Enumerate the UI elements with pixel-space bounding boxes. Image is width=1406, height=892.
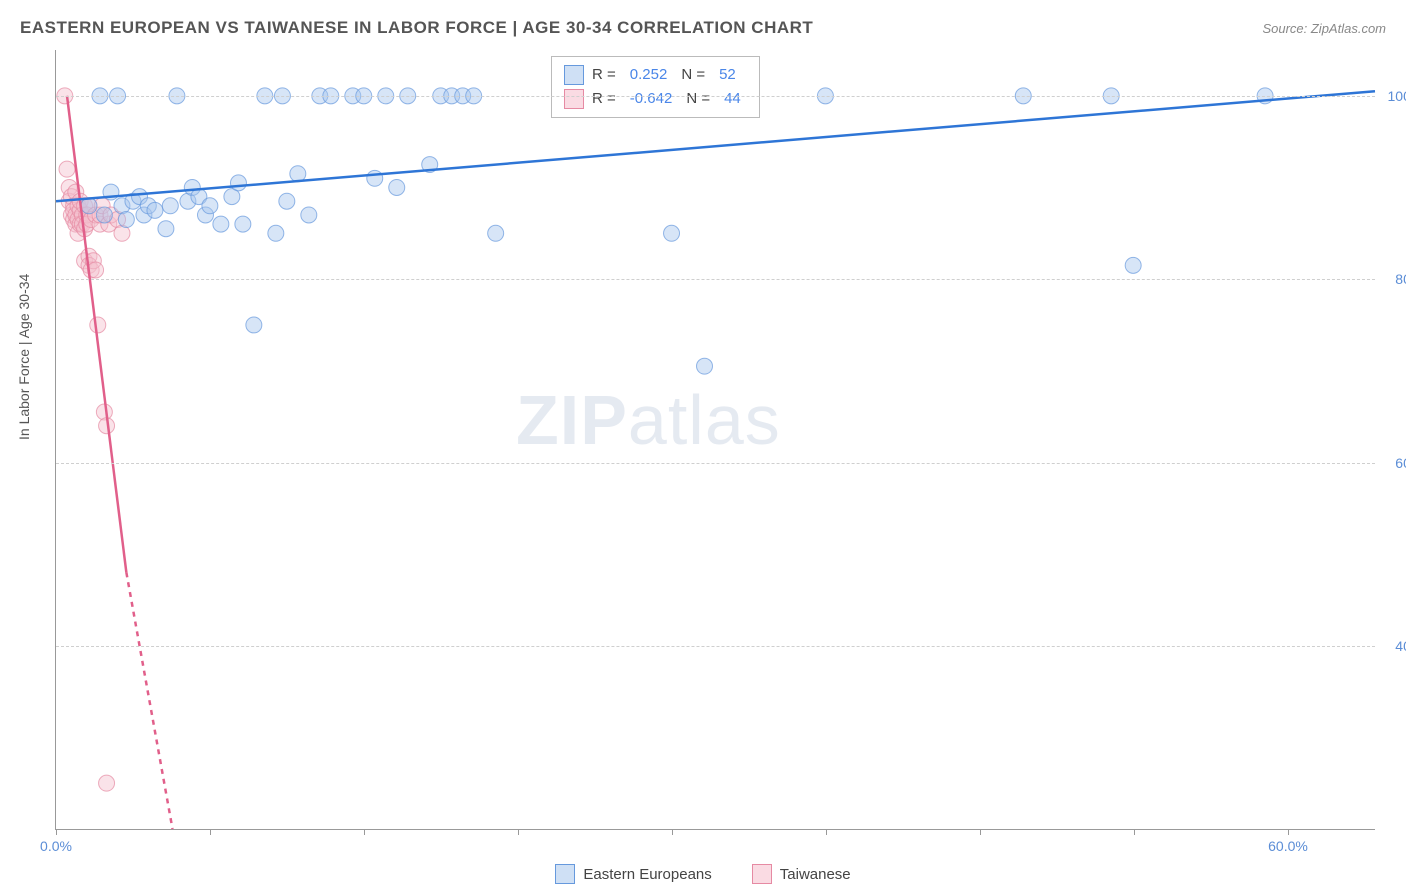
x-tick: [364, 829, 365, 835]
x-tick-label: 60.0%: [1268, 838, 1308, 854]
n-label: N =: [681, 63, 705, 87]
y-axis-label: In Labor Force | Age 30-34: [16, 274, 32, 440]
chart-svg: [56, 50, 1375, 829]
n-value-1: 44: [724, 87, 741, 111]
gridline: [56, 463, 1375, 464]
stats-box: R = 0.252 N = 52 R = -0.642 N = 44: [551, 56, 760, 118]
swatch-series-0: [564, 65, 584, 85]
stats-row-series-0: R = 0.252 N = 52: [564, 63, 747, 87]
y-tick-label: 100.0%: [1388, 88, 1406, 104]
legend-swatch-0: [555, 864, 575, 884]
r-label: R =: [592, 87, 616, 111]
legend-item-1: Taiwanese: [752, 864, 851, 884]
n-label: N =: [686, 87, 710, 111]
legend-swatch-1: [752, 864, 772, 884]
y-tick-label: 60.0%: [1395, 455, 1406, 471]
r-value-1: -0.642: [630, 87, 673, 111]
source-label: Source: ZipAtlas.com: [1262, 21, 1386, 36]
x-tick: [518, 829, 519, 835]
gridline: [56, 279, 1375, 280]
gridline: [56, 646, 1375, 647]
title-bar: EASTERN EUROPEAN VS TAIWANESE IN LABOR F…: [20, 18, 1386, 38]
x-tick: [980, 829, 981, 835]
gridline: [56, 96, 1375, 97]
legend-label-0: Eastern Europeans: [583, 866, 711, 883]
x-tick: [1134, 829, 1135, 835]
n-value-0: 52: [719, 63, 736, 87]
x-tick-label: 0.0%: [40, 838, 72, 854]
stats-row-series-1: R = -0.642 N = 44: [564, 87, 747, 111]
y-tick-label: 40.0%: [1395, 638, 1406, 654]
x-tick: [826, 829, 827, 835]
plot-area: ZIPatlas R = 0.252 N = 52 R = -0.642 N =…: [55, 50, 1375, 830]
swatch-series-1: [564, 89, 584, 109]
x-tick: [210, 829, 211, 835]
y-tick-label: 80.0%: [1395, 271, 1406, 287]
r-label: R =: [592, 63, 616, 87]
legend-label-1: Taiwanese: [780, 866, 851, 883]
x-tick: [672, 829, 673, 835]
legend: Eastern Europeans Taiwanese: [0, 864, 1406, 884]
chart-title: EASTERN EUROPEAN VS TAIWANESE IN LABOR F…: [20, 18, 813, 38]
x-tick: [56, 829, 57, 835]
legend-item-0: Eastern Europeans: [555, 864, 711, 884]
x-tick: [1288, 829, 1289, 835]
r-value-0: 0.252: [630, 63, 668, 87]
